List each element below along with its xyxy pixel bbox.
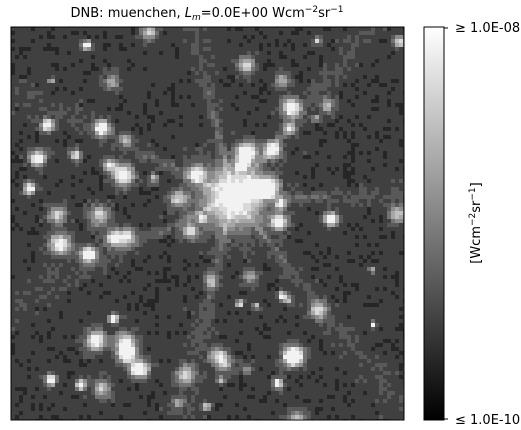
image-pixels — [23, 27, 403, 419]
title-subscript: m — [192, 13, 201, 23]
image-pixels — [27, 43, 375, 387]
label-close: ] — [469, 182, 484, 187]
label-exp1: −2 — [468, 213, 478, 226]
image-pixels — [27, 27, 404, 420]
title-exp1: −2 — [305, 5, 318, 15]
label-open: [Wcm — [469, 226, 484, 264]
image-pixels — [11, 27, 404, 420]
colorbar-top-label: ≥ 1.0E-08 — [455, 21, 520, 36]
title-prefix: DNB: muenchen, — [71, 6, 185, 21]
label-exp2: −1 — [468, 187, 478, 200]
label-unit: sr — [469, 200, 484, 213]
radiance-image — [11, 27, 404, 420]
title-exp2: −1 — [330, 5, 343, 15]
image-pixels — [11, 27, 404, 420]
title: DNB: muenchen, Lm=0.0E+00 Wcm−2sr−1 — [71, 5, 344, 23]
colorbar-bottom-label: ≤ 1.0E-10 — [455, 413, 520, 428]
image-frame — [10, 26, 405, 421]
title-value: =0.0E+00 Wcm — [201, 6, 305, 21]
title-symbol: L — [185, 6, 192, 21]
title-unit: sr — [318, 6, 331, 21]
colorbar — [423, 26, 445, 421]
colorbar-axis-label: [Wcm−2sr−1] — [468, 182, 484, 264]
